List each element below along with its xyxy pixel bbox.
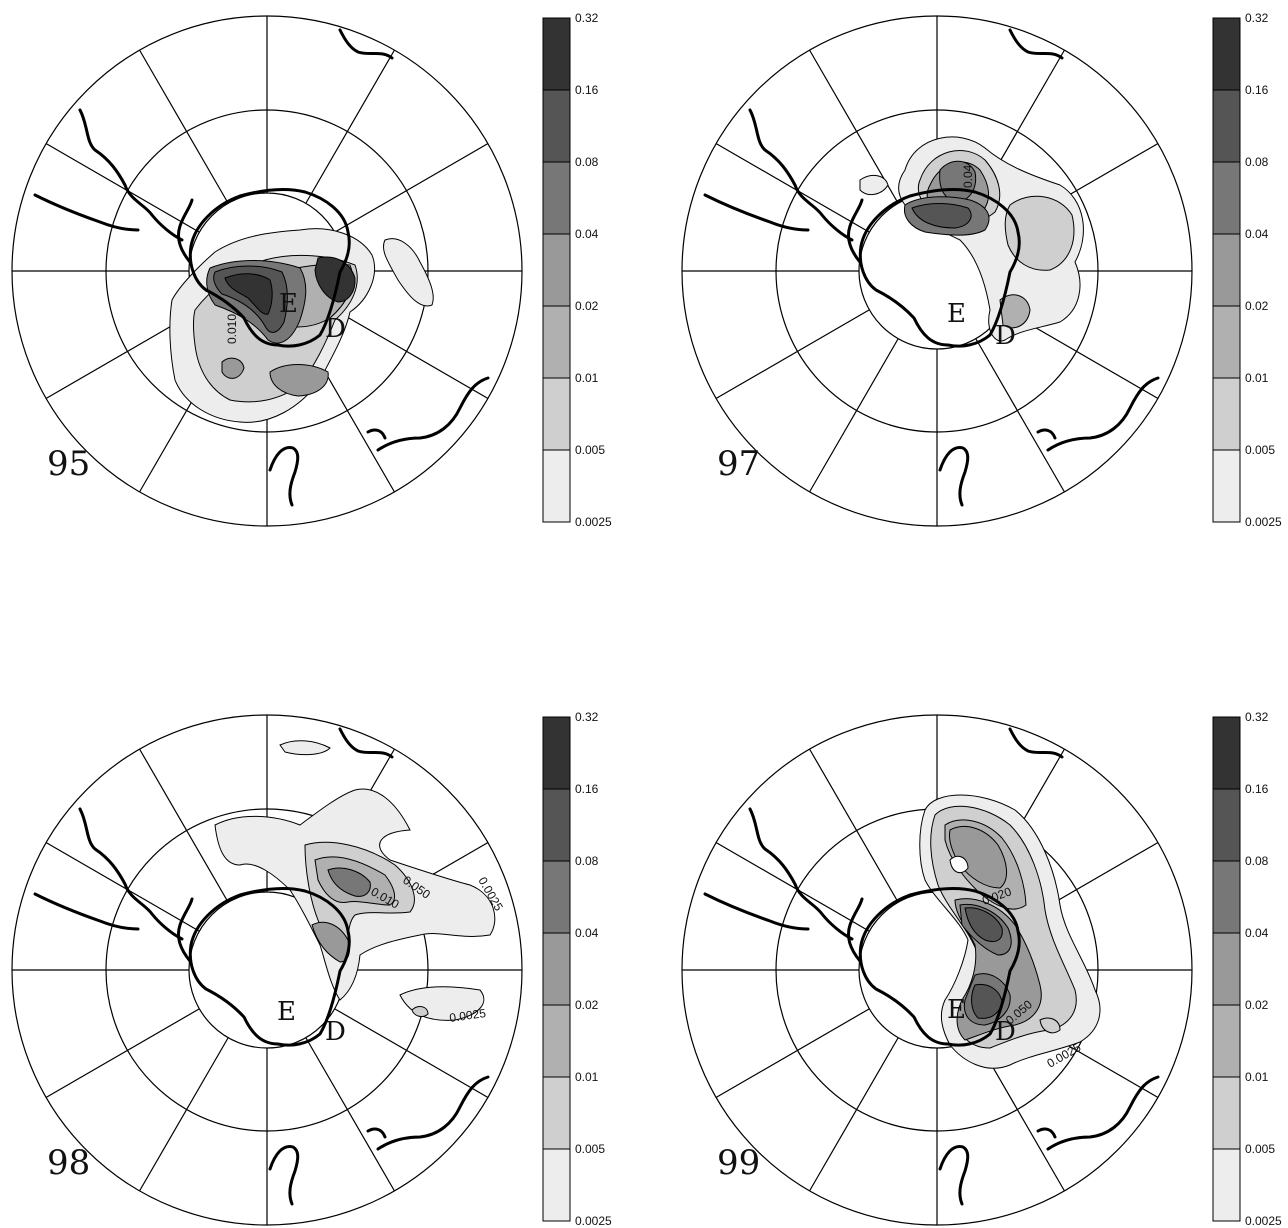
- site-label-e: E: [277, 997, 296, 1027]
- colorbar-tick-label: 0.02: [575, 299, 599, 313]
- colorbar-swatch: [542, 305, 571, 379]
- colorbar-swatch: [542, 860, 571, 934]
- panel-label: 97: [717, 444, 760, 484]
- colorbar-tick-label: 0.0025: [1245, 1214, 1282, 1228]
- colorbar-legend: 0.32 0.16 0.08 0.04 0.02 0.01 0.005 0.0025: [1212, 710, 1282, 1228]
- colorbar-legend: 0.32 0.16 0.08 0.04 0.02 0.01 0.005 0.0025: [542, 710, 612, 1228]
- colorbar-tick-label: 0.01: [1245, 1070, 1269, 1084]
- colorbar-swatch: [1212, 17, 1241, 91]
- contour-label: 0.04: [961, 164, 975, 188]
- colorbar-swatch: [1212, 233, 1241, 307]
- colorbar-tick-label: 0.02: [575, 998, 599, 1012]
- colorbar-tick-label: 0.005: [575, 1142, 605, 1156]
- colorbar-swatch: [542, 449, 571, 523]
- colorbar-swatch: [1212, 305, 1241, 379]
- site-label-d: D: [995, 1017, 1016, 1047]
- colorbar-tick-label: 0.02: [1245, 998, 1269, 1012]
- colorbar-tick-label: 0.0025: [575, 1214, 612, 1228]
- colorbar-tick-label: 0.32: [575, 710, 599, 724]
- colorbar-tick-label: 0.0025: [575, 515, 612, 529]
- colorbar-swatch: [1212, 932, 1241, 1006]
- site-label-d: D: [995, 321, 1016, 351]
- colorbar-tick-label: 0.08: [1245, 155, 1269, 169]
- colorbar-swatch: [542, 161, 571, 235]
- colorbar-tick-label: 0.01: [575, 371, 599, 385]
- panel-label: 98: [47, 1143, 90, 1183]
- site-label-e: E: [279, 289, 298, 319]
- colorbar-swatch: [542, 788, 571, 862]
- colorbar-legend: 0.32 0.16 0.08 0.04 0.02 0.01 0.005 0.0025: [542, 11, 612, 529]
- coastlines: [703, 28, 1160, 507]
- colorbar-tick-label: 0.32: [1245, 710, 1269, 724]
- colorbar-tick-label: 0.32: [1245, 11, 1269, 25]
- concentration-field: [859, 136, 1084, 342]
- site-label-e: E: [947, 995, 966, 1025]
- colorbar-tick-label: 0.08: [575, 854, 599, 868]
- colorbar-tick-label: 0.16: [1245, 782, 1269, 796]
- colorbar-swatch: [542, 1076, 571, 1150]
- colorbar-swatch: [1212, 377, 1241, 451]
- colorbar-tick-label: 0.08: [1245, 854, 1269, 868]
- colorbar-swatch: [542, 716, 571, 790]
- colorbar-swatch: [1212, 1076, 1241, 1150]
- contour-label: 0.0025: [448, 1006, 487, 1025]
- colorbar-swatch: [1212, 788, 1241, 862]
- colorbar-tick-label: 0.32: [575, 11, 599, 25]
- colorbar-tick-label: 0.01: [1245, 371, 1269, 385]
- colorbar-swatch: [542, 233, 571, 307]
- site-label-d: D: [325, 314, 346, 344]
- colorbar-swatch: [542, 17, 571, 91]
- site-label-e: E: [947, 299, 966, 329]
- map-panel-95: E D 0.010 95: [11, 15, 523, 527]
- concentration-field: [214, 740, 496, 1021]
- colorbar-tick-label: 0.16: [575, 782, 599, 796]
- colorbar-tick-label: 0.005: [1245, 1142, 1275, 1156]
- colorbar-swatch: [1212, 716, 1241, 790]
- map-panel-98: E D 0.050 0.010 0.0025 0.0025 98: [11, 714, 523, 1226]
- colorbar-swatch: [1212, 89, 1241, 163]
- colorbar-swatch: [542, 1004, 571, 1078]
- coastlines: [33, 28, 490, 507]
- coastlines: [33, 727, 490, 1206]
- colorbar-tick-label: 0.01: [575, 1070, 599, 1084]
- colorbar-tick-label: 0.04: [575, 227, 599, 241]
- colorbar-tick-label: 0.16: [1245, 83, 1269, 97]
- colorbar-swatch: [1212, 1004, 1241, 1078]
- colorbar-tick-label: 0.005: [575, 443, 605, 457]
- colorbar-swatch: [1212, 860, 1241, 934]
- colorbar-tick-label: 0.005: [1245, 443, 1275, 457]
- site-label-d: D: [325, 1017, 346, 1047]
- colorbar-tick-label: 0.04: [575, 926, 599, 940]
- colorbar-swatch: [1212, 161, 1241, 235]
- colorbar-swatch: [542, 377, 571, 451]
- concentration-field: [169, 228, 434, 423]
- colorbar-tick-label: 0.02: [1245, 299, 1269, 313]
- panel-label: 99: [717, 1143, 760, 1183]
- colorbar-tick-label: 0.16: [575, 83, 599, 97]
- colorbar-swatch: [1212, 449, 1241, 523]
- colorbar-swatch: [542, 89, 571, 163]
- colorbar-tick-label: 0.08: [575, 155, 599, 169]
- coastlines: [703, 727, 1160, 1206]
- contour-label: 0.010: [225, 314, 239, 344]
- panel-label: 95: [47, 444, 90, 484]
- grid: [11, 714, 523, 1226]
- map-panel-97: E D 0.04 97: [681, 15, 1193, 527]
- colorbar-swatch: [542, 932, 571, 1006]
- colorbar-tick-label: 0.04: [1245, 227, 1269, 241]
- map-panel-99: E D 0.020 0.050 0.0025 99: [681, 714, 1193, 1226]
- colorbars: 0.320.160.080.040.020.010.0050.00250.320…: [542, 11, 1282, 1228]
- colorbar-tick-label: 0.0025: [1245, 515, 1282, 529]
- colorbar-legend: 0.32 0.16 0.08 0.04 0.02 0.01 0.005 0.0025: [1212, 11, 1282, 529]
- colorbar-tick-label: 0.04: [1245, 926, 1269, 940]
- colorbar-swatch: [1212, 1148, 1241, 1222]
- colorbar-swatch: [542, 1148, 571, 1222]
